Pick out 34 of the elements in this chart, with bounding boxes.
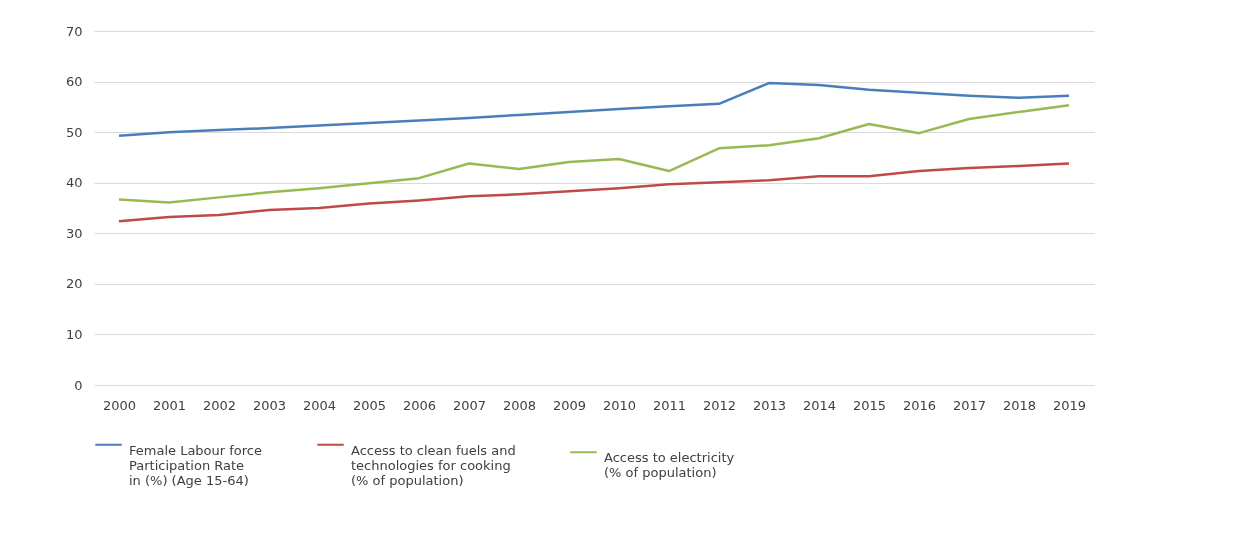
x-tick-label: 2007	[452, 397, 487, 413]
x-tick-label: 2001	[152, 397, 187, 413]
x-tick-label: 2010	[602, 397, 637, 413]
x-tick-label: 2006	[402, 397, 437, 413]
line-series	[117, 162, 1071, 223]
x-tick-label: 2019	[1052, 397, 1087, 413]
x-tick-label: 2000	[102, 397, 137, 413]
line-series	[117, 81, 1071, 137]
x-tick-label: 2014	[802, 397, 837, 413]
x-tick-label: 2018	[1002, 397, 1037, 413]
x-tick-label: 2005	[352, 397, 387, 413]
x-tick-label: 2002	[202, 397, 237, 413]
x-tick-label: 2015	[852, 397, 887, 413]
y-tick-label: 50	[65, 124, 83, 140]
y-tick-label: 70	[65, 23, 83, 39]
x-tick-label: 2017	[952, 397, 987, 413]
x-tick-label: 2016	[902, 397, 937, 413]
y-tick-label: 30	[65, 225, 83, 241]
x-tick-label: 2011	[652, 397, 687, 413]
x-tick-label: 2009	[552, 397, 587, 413]
y-tick-label: 10	[65, 326, 83, 342]
x-tick-label: 2004	[302, 397, 337, 413]
x-tick-label: 2003	[252, 397, 287, 413]
y-tick-label: 40	[65, 175, 83, 191]
x-tick-label: 2012	[702, 397, 737, 413]
legend-label: Female Labour force Participation Rate in (%) (Age 15-64)	[129, 442, 263, 488]
legend-label: Access to electricity (% of population)	[604, 450, 735, 481]
y-tick-label: 20	[65, 276, 83, 292]
y-tick-label: 0	[74, 377, 83, 393]
legend-label: Access to clean fuels and technologies for cooking (% of population)	[351, 442, 516, 488]
x-tick-label: 2013	[752, 397, 787, 413]
line-series	[117, 104, 1071, 204]
y-tick-label: 60	[65, 74, 83, 90]
x-tick-label: 2008	[502, 397, 537, 413]
